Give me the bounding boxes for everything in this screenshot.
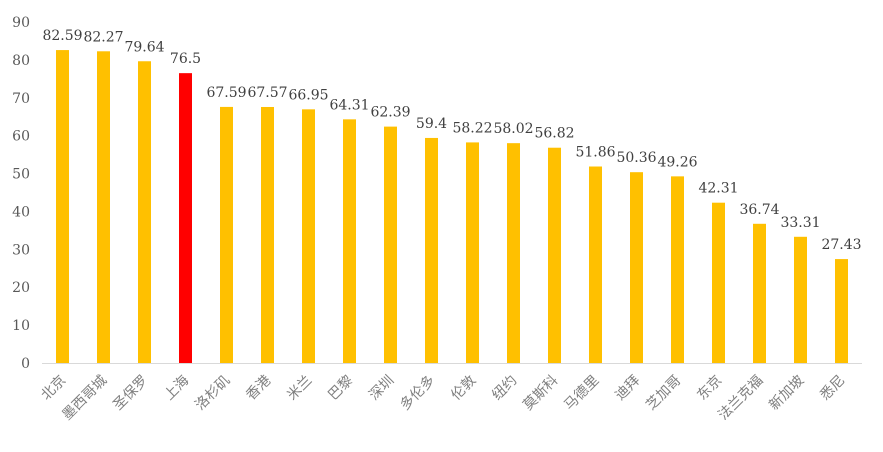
- data-label: 59.4: [416, 116, 447, 132]
- bar: [384, 126, 397, 363]
- data-label: 64.31: [329, 97, 369, 113]
- bar: [343, 119, 356, 364]
- bar: [794, 236, 807, 363]
- x-tick-label: 莫斯科: [520, 373, 561, 414]
- x-tick-label: 纽约: [489, 373, 520, 404]
- x-tick-label: 芝加哥: [643, 373, 684, 414]
- bar: [425, 137, 438, 363]
- data-label: 33.31: [780, 215, 820, 231]
- x-tick-label: 圣保罗: [110, 373, 151, 414]
- x-tick-label: 伦敦: [448, 373, 479, 404]
- bar: [179, 73, 192, 364]
- bar: [97, 51, 110, 363]
- x-tick-label: 法兰克福: [715, 373, 766, 424]
- y-axis: 0 10 20 30 40 50 60 70 80 90: [12, 15, 30, 372]
- data-label: 27.43: [821, 237, 861, 253]
- y-tick-label: 60: [12, 129, 30, 145]
- x-tick-label: 迪拜: [612, 373, 643, 404]
- x-tick-label: 米兰: [284, 373, 315, 404]
- y-tick-label: 70: [12, 91, 30, 107]
- y-tick-label: 40: [12, 204, 30, 220]
- bar: [630, 172, 643, 363]
- x-tick-label: 悉尼: [817, 373, 848, 404]
- bar: [589, 166, 602, 363]
- bar: [302, 109, 315, 363]
- data-label: 66.95: [288, 87, 328, 103]
- y-tick-label: 80: [12, 53, 30, 69]
- bar: [671, 176, 684, 363]
- x-tick-label: 东京: [694, 373, 725, 404]
- y-tick-label: 0: [21, 356, 30, 372]
- x-tick-label: 巴黎: [325, 373, 356, 404]
- bar: [466, 142, 479, 363]
- data-label: 79.64: [124, 39, 164, 55]
- data-label: 42.31: [698, 181, 738, 197]
- data-label: 76.5: [170, 51, 201, 67]
- x-tick-label: 上海: [161, 373, 192, 404]
- bars: [56, 50, 848, 364]
- data-label: 49.26: [657, 154, 697, 170]
- bar: [753, 223, 766, 363]
- bar: [220, 106, 233, 363]
- x-tick-label: 深圳: [366, 373, 397, 404]
- x-tick-label: 香港: [243, 373, 274, 404]
- bar: [261, 106, 274, 364]
- data-label: 50.36: [616, 150, 656, 166]
- data-label: 56.82: [534, 126, 574, 142]
- x-tick-label: 北京: [38, 373, 69, 404]
- data-label: 58.02: [493, 121, 533, 137]
- data-label: 67.59: [206, 85, 246, 101]
- bar: [835, 259, 848, 363]
- data-label: 36.74: [739, 202, 779, 218]
- x-tick-label: 洛杉矶: [192, 373, 233, 414]
- x-tick-label: 多伦多: [397, 372, 439, 414]
- data-label: 82.27: [83, 29, 123, 45]
- data-label: 67.57: [247, 85, 287, 101]
- data-label: 82.59: [42, 28, 82, 44]
- x-tick-label: 马德里: [561, 373, 602, 414]
- bar: [138, 61, 151, 363]
- y-tick-label: 10: [12, 318, 30, 334]
- y-tick-label: 90: [12, 15, 30, 31]
- y-tick-label: 30: [12, 242, 30, 258]
- x-tick-label: 新加坡: [766, 373, 807, 414]
- y-tick-label: 20: [12, 280, 30, 296]
- data-label: 58.22: [452, 120, 492, 136]
- bar: [712, 202, 725, 363]
- x-tick-label: 墨西哥城: [59, 373, 110, 424]
- bar: [548, 147, 561, 363]
- bar: [507, 143, 520, 363]
- y-tick-label: 50: [12, 167, 30, 183]
- data-label: 51.86: [575, 145, 615, 161]
- bar: [56, 50, 69, 363]
- data-label: 62.39: [370, 105, 410, 121]
